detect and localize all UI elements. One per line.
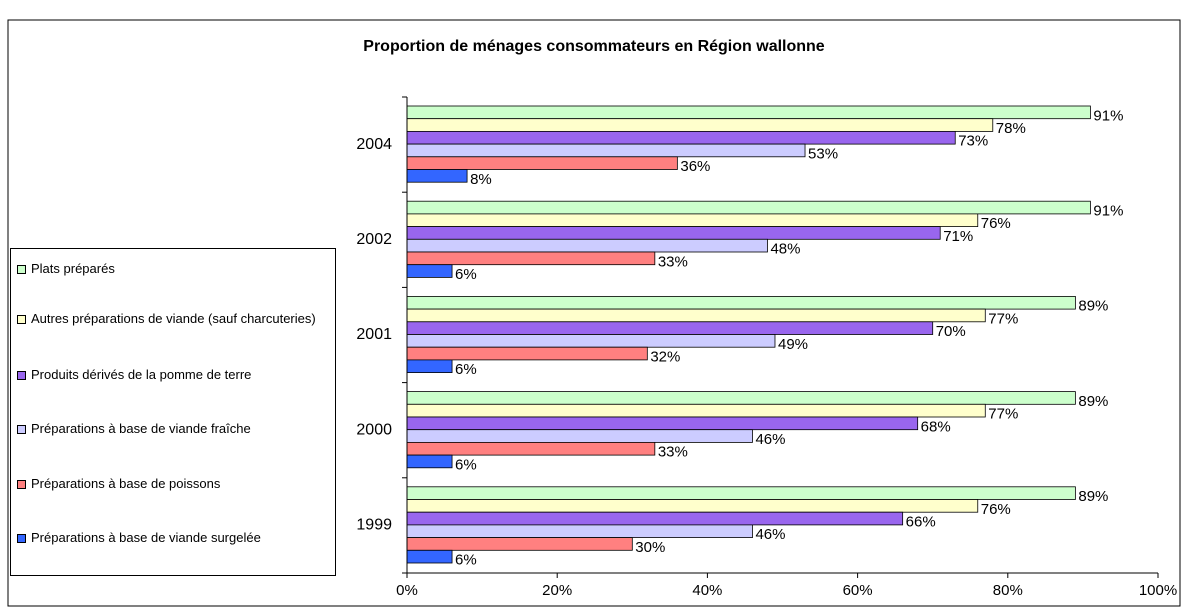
value-label: 76%	[981, 215, 1011, 232]
legend-swatch	[17, 425, 26, 434]
y-tick-label: 2001	[356, 326, 392, 343]
bar	[406, 346, 648, 361]
legend-item: Produits dérivés de la pomme de terre	[17, 367, 329, 383]
bar	[406, 143, 806, 158]
value-label: 36%	[680, 158, 710, 175]
value-label: 32%	[650, 349, 680, 366]
legend-swatch	[17, 371, 26, 380]
bar	[406, 118, 994, 132]
bar	[406, 403, 986, 418]
bar	[406, 226, 941, 240]
value-label: 30%	[635, 539, 665, 556]
bar	[406, 200, 1091, 215]
x-tick-label: 20%	[542, 582, 572, 599]
bar	[406, 441, 656, 456]
legend-item: Préparations à base de poissons	[17, 476, 329, 492]
bar	[406, 454, 453, 469]
value-label: 6%	[455, 361, 477, 378]
chart-title: Proportion de ménages consommateurs en R…	[363, 38, 825, 55]
value-label: 48%	[770, 241, 800, 258]
y-tick-label: 1999	[356, 517, 392, 534]
value-label: 89%	[1078, 393, 1108, 410]
legend-label: Préparations à base de viande surgelée	[31, 530, 261, 545]
bar	[406, 511, 904, 526]
bar	[406, 321, 934, 335]
bar	[406, 416, 919, 431]
legend-label: Préparations à base de viande fraîche	[31, 421, 251, 436]
value-label: 49%	[778, 336, 808, 353]
bar	[406, 213, 979, 227]
legend-item: Préparations à base de viande fraîche	[17, 421, 329, 437]
value-label: 76%	[981, 501, 1011, 518]
bar	[406, 169, 468, 183]
value-label: 68%	[921, 418, 951, 435]
value-label: 77%	[988, 406, 1018, 423]
legend-label: Produits dérivés de la pomme de terre	[31, 367, 252, 382]
value-label: 33%	[658, 444, 688, 461]
value-label: 91%	[1093, 203, 1123, 220]
value-label: 77%	[988, 310, 1018, 327]
bar	[406, 429, 753, 443]
bar	[406, 499, 979, 513]
value-label: 71%	[943, 228, 973, 245]
bar	[406, 251, 656, 266]
bar	[406, 524, 753, 539]
legend-item: Autres préparations de viande (sauf char…	[17, 311, 329, 327]
bar	[406, 359, 453, 373]
y-tick-label: 2002	[356, 231, 392, 248]
value-label: 91%	[1093, 107, 1123, 124]
value-label: 66%	[906, 514, 936, 531]
y-tick-label: 2000	[356, 421, 392, 438]
value-label: 46%	[755, 431, 785, 448]
value-label: 46%	[755, 526, 785, 543]
value-label: 78%	[996, 120, 1026, 137]
x-tick-label: 100%	[1139, 582, 1177, 599]
legend-swatch	[17, 315, 26, 324]
bar	[406, 549, 453, 564]
legend-item: Préparations à base de viande surgelée	[17, 530, 329, 546]
value-label: 89%	[1078, 298, 1108, 315]
bar	[406, 308, 986, 323]
x-tick-label: 80%	[993, 582, 1023, 599]
legend-label: Plats préparés	[31, 261, 115, 276]
x-tick-label: 60%	[843, 582, 873, 599]
value-label: 73%	[958, 133, 988, 150]
x-tick-label: 0%	[396, 582, 418, 599]
value-label: 70%	[936, 323, 966, 340]
value-label: 8%	[470, 171, 492, 188]
bar	[406, 537, 633, 551]
bar	[406, 156, 678, 170]
legend-item: Plats préparés	[17, 261, 329, 277]
x-tick-label: 40%	[692, 582, 722, 599]
bar	[406, 295, 1076, 310]
value-label: 89%	[1078, 488, 1108, 505]
value-label: 6%	[455, 456, 477, 473]
value-label: 53%	[808, 145, 838, 162]
legend-swatch	[17, 480, 26, 489]
value-label: 6%	[455, 552, 477, 569]
bar	[406, 334, 776, 348]
y-tick-label: 2004	[356, 136, 392, 153]
bar	[406, 391, 1076, 405]
bar	[406, 130, 956, 145]
bar	[406, 105, 1091, 120]
bar	[406, 264, 453, 278]
bar	[406, 486, 1076, 500]
legend-swatch	[17, 534, 26, 543]
legend-swatch	[17, 265, 26, 274]
legend-label: Préparations à base de poissons	[31, 476, 221, 491]
value-label: 6%	[455, 266, 477, 283]
legend-label: Autres préparations de viande (sauf char…	[31, 311, 316, 326]
bar	[406, 238, 768, 253]
legend: Plats préparés Autres préparations de via…	[10, 248, 336, 576]
value-label: 33%	[658, 253, 688, 270]
